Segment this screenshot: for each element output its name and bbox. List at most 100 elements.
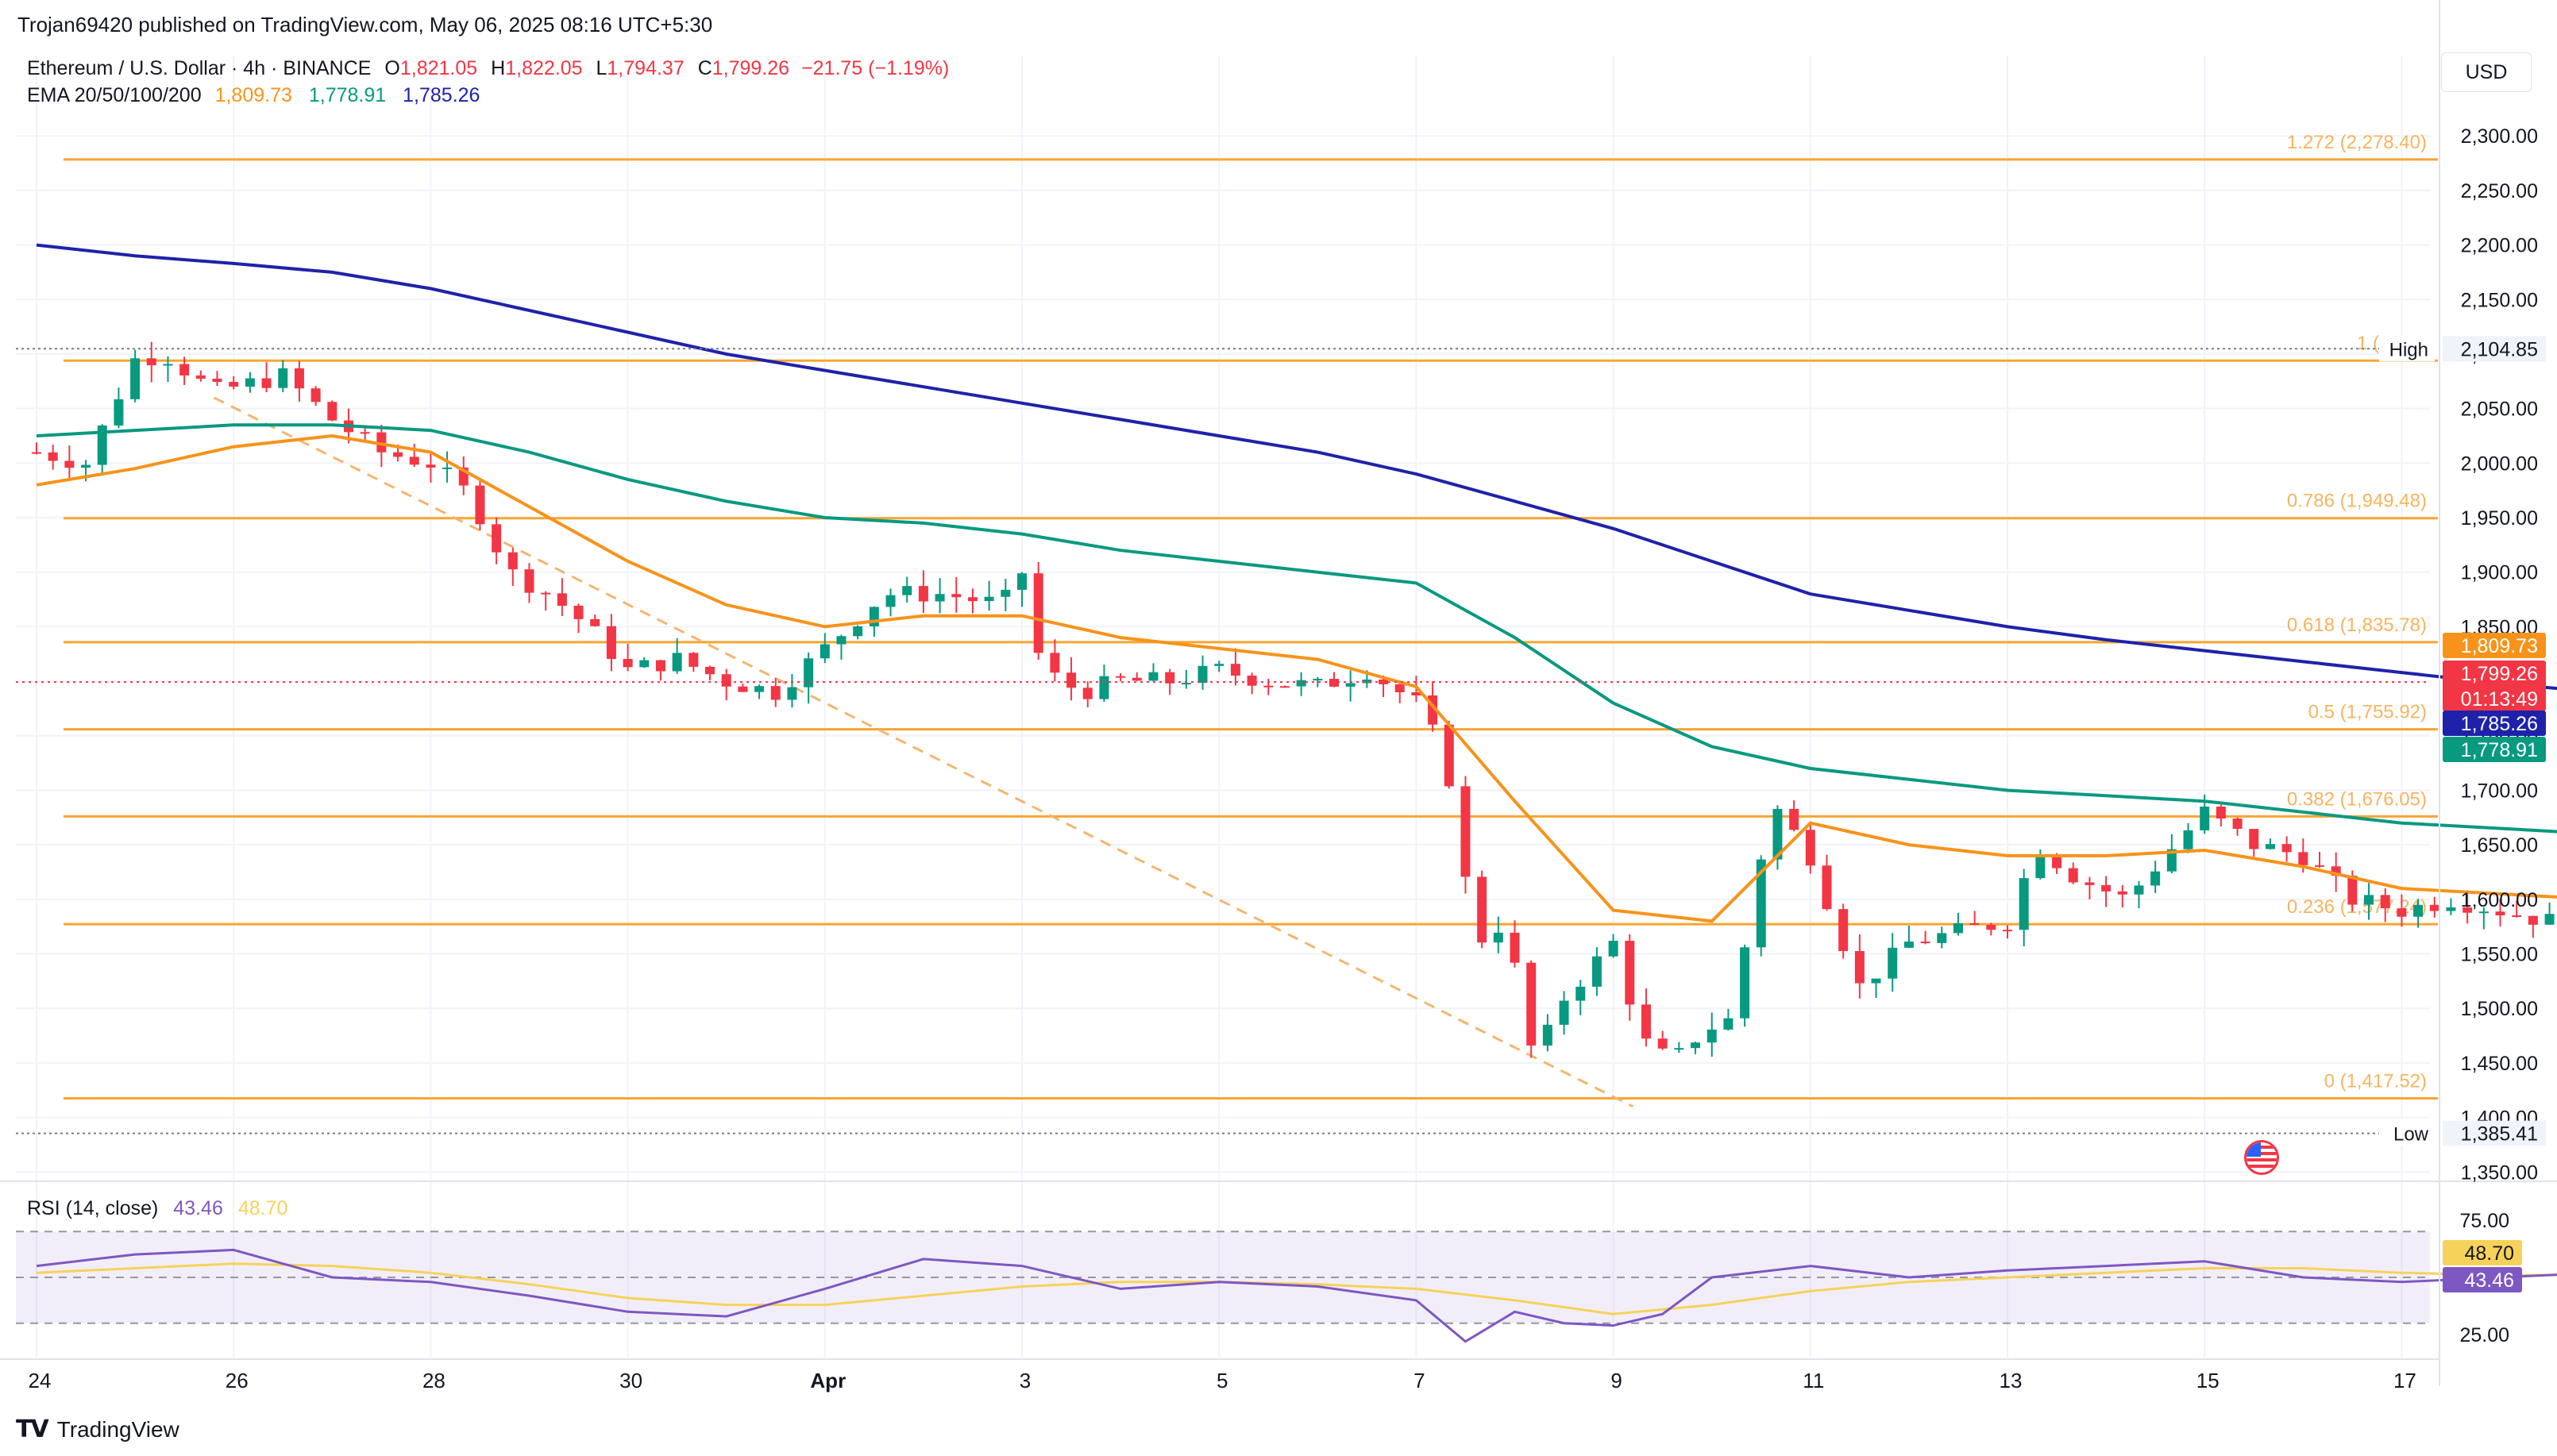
candle-body: [245, 378, 255, 387]
price-tick-label: 1,450.00: [2461, 1053, 2538, 1075]
candle-body: [1903, 942, 1914, 948]
candle-body: [1181, 683, 1191, 685]
time-tick-label: 17: [2393, 1369, 2416, 1392]
rsi-value: 43.46: [173, 1197, 223, 1219]
candle-body: [1986, 924, 1996, 930]
candle-body: [179, 364, 190, 376]
symbol-legend[interactable]: Ethereum / U.S. Dollar · 4h · BINANCE O1…: [27, 57, 949, 80]
candle-body: [1279, 686, 1290, 688]
candle-body: [2265, 844, 2275, 849]
ema-legend[interactable]: EMA 20/50/100/200 1,809.73 1,778.91 1,78…: [27, 84, 480, 107]
brand-name: TradingView: [56, 1416, 179, 1442]
candle-body: [195, 375, 206, 379]
candle-body: [655, 660, 665, 672]
low-value: 1,794.37: [607, 57, 685, 79]
candle-body: [376, 432, 387, 453]
rsi-tag-text: 48.70: [2464, 1242, 2514, 1265]
price-tag-text: 1,799.26: [2461, 663, 2538, 685]
high-price-text: 2,104.85: [2461, 338, 2538, 360]
candle-body: [1329, 679, 1339, 687]
candle-body: [1082, 688, 1093, 699]
candle-body: [2019, 878, 2029, 930]
ema100-value: 1,785.26: [403, 84, 480, 106]
rsi-tag-text: 43.46: [2464, 1269, 2514, 1292]
candle-body: [64, 460, 75, 468]
candle-body: [1608, 941, 1618, 957]
price-tick-label: 1,350.00: [2461, 1161, 2538, 1184]
candle-body: [1625, 941, 1635, 1005]
currency-button[interactable]: USD: [2441, 52, 2532, 92]
candle-body: [130, 358, 141, 399]
candle-body: [2446, 907, 2456, 911]
candle-body: [1460, 786, 1471, 877]
candle-body: [2134, 885, 2144, 895]
rsi-tag-ma: [2443, 1240, 2522, 1265]
axes[interactable]: 2,300.002,250.002,200.002,150.002,100.00…: [0, 0, 2557, 1392]
rsi-ma-value: 48.70: [237, 1197, 288, 1219]
rsi-legend[interactable]: RSI (14, close) 43.46 48.70: [27, 1197, 287, 1220]
candle-body: [2281, 844, 2292, 853]
tradingview-brand[interactable]: TV TradingView: [16, 1416, 179, 1443]
candle-body: [163, 364, 173, 366]
candle-body: [869, 607, 879, 627]
price-tick-label: 2,050.00: [2461, 399, 2538, 421]
candle-body: [557, 593, 567, 607]
fib-retracement[interactable]: 1.272 (2,278.40)1 (2,0940.786 (1,949.48)…: [64, 132, 2438, 1108]
fib-level-label: 0.5 (1,755.92): [2308, 702, 2427, 723]
candle-body: [2331, 866, 2341, 876]
candle-body: [409, 456, 419, 465]
candle-body: [2249, 829, 2259, 849]
candle-body: [1526, 962, 1537, 1046]
time-tick-label: 15: [2196, 1369, 2220, 1392]
candle-body: [573, 606, 584, 619]
rsi-line: [36, 1248, 2557, 1343]
price-tag-text: 1,778.91: [2461, 739, 2538, 761]
candle-body: [442, 467, 453, 469]
rsi-pane[interactable]: [16, 1208, 2557, 1343]
open-value: 1,821.05: [399, 57, 478, 79]
candle-body: [1313, 679, 1323, 681]
candle-body: [1214, 664, 1225, 666]
price-tick-label: 1,650.00: [2461, 834, 2538, 857]
candle-body: [1969, 923, 1980, 925]
candle-body: [1854, 950, 1865, 984]
candle-body: [146, 358, 156, 366]
candle-body: [2397, 908, 2407, 917]
candle-body: [278, 368, 288, 388]
high-low-markers: High Low: [16, 336, 2435, 1146]
candle-body: [261, 378, 272, 388]
candle-body: [327, 402, 337, 421]
price-tags: 1,809.73 1,799.26 01:13:491,785.26 1,778.91…: [2443, 633, 2546, 1292]
fib-trend-line[interactable]: [213, 396, 1634, 1108]
candle-body: [951, 594, 962, 598]
price-tag-last: [2443, 661, 2546, 711]
candle-body: [2544, 914, 2555, 925]
candle-body: [2528, 915, 2538, 925]
rsi-label: RSI (14, close): [27, 1197, 159, 1219]
candle-body: [475, 485, 485, 525]
candle-body: [1657, 1038, 1668, 1049]
candle-body: [738, 686, 748, 692]
low-label: L: [596, 57, 607, 79]
candle-body: [1247, 675, 1257, 686]
candle-body: [2429, 904, 2439, 911]
candle-body: [1772, 808, 1783, 860]
candle-body: [229, 382, 239, 387]
candle-body: [721, 674, 731, 687]
candle-body: [754, 686, 765, 692]
candle-body: [1723, 1018, 1734, 1030]
ema-label: EMA 20/50/100/200: [27, 84, 202, 106]
candle-body: [1116, 676, 1126, 678]
candle-body: [1050, 653, 1060, 673]
candle-body: [1740, 947, 1750, 1019]
publisher-line: Trojan69420 published on TradingView.com…: [17, 13, 713, 37]
candle-body: [2216, 807, 2226, 819]
candle-body: [2200, 807, 2210, 830]
time-tick-label: 26: [226, 1369, 249, 1392]
candle-body: [507, 552, 518, 570]
candle-body: [32, 452, 41, 454]
us-flag-icon[interactable]: [2244, 1140, 2279, 1175]
candle-body: [1198, 665, 1208, 684]
candle-body: [1411, 692, 1421, 695]
